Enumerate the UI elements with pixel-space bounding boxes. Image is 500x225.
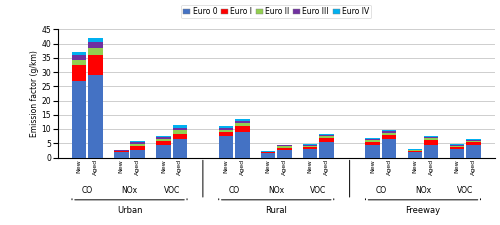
Bar xyxy=(466,140,480,141)
Bar xyxy=(303,146,318,147)
Bar xyxy=(72,52,86,56)
Bar xyxy=(450,146,464,147)
Bar xyxy=(156,137,170,139)
Bar xyxy=(114,150,128,151)
Bar xyxy=(277,146,291,148)
Text: NOx: NOx xyxy=(122,186,138,195)
Bar xyxy=(156,136,170,137)
Bar xyxy=(172,139,187,158)
Bar xyxy=(466,141,480,142)
Bar xyxy=(382,139,396,158)
Bar xyxy=(408,151,422,152)
Bar xyxy=(366,142,380,145)
Bar xyxy=(466,142,480,145)
Bar xyxy=(235,123,250,126)
Bar xyxy=(261,151,276,152)
Bar xyxy=(277,148,291,150)
Bar xyxy=(424,138,438,140)
Bar xyxy=(235,132,250,158)
Bar xyxy=(172,130,187,134)
Bar xyxy=(172,125,187,128)
Text: NOx: NOx xyxy=(415,186,431,195)
Text: VOC: VOC xyxy=(164,186,180,195)
Bar xyxy=(261,152,276,153)
Bar xyxy=(261,153,276,158)
Bar xyxy=(366,140,380,142)
Text: NOx: NOx xyxy=(268,186,284,195)
Bar xyxy=(424,136,438,137)
Bar xyxy=(172,128,187,130)
Bar xyxy=(320,138,334,142)
Bar xyxy=(235,119,250,121)
Bar xyxy=(303,149,318,158)
Text: CO: CO xyxy=(376,186,386,195)
Bar xyxy=(130,144,145,146)
Bar xyxy=(72,60,86,65)
Bar xyxy=(382,135,396,139)
Bar xyxy=(235,121,250,123)
Bar xyxy=(466,145,480,158)
Bar xyxy=(303,144,318,145)
Bar xyxy=(218,128,233,130)
Bar xyxy=(72,65,86,81)
Bar xyxy=(72,81,86,158)
Bar xyxy=(466,139,480,140)
Y-axis label: Emission factor (g/km): Emission factor (g/km) xyxy=(30,50,38,137)
Bar xyxy=(366,145,380,158)
Bar xyxy=(218,132,233,136)
Bar xyxy=(320,135,334,136)
Text: Rural: Rural xyxy=(266,206,287,215)
Bar xyxy=(88,75,103,158)
Bar xyxy=(88,48,103,55)
Bar xyxy=(320,142,334,158)
Bar xyxy=(156,139,170,141)
Bar xyxy=(88,55,103,75)
Bar xyxy=(156,145,170,158)
Text: CO: CO xyxy=(82,186,93,195)
Bar xyxy=(424,140,438,145)
Text: Urban: Urban xyxy=(117,206,142,215)
Bar xyxy=(408,149,422,150)
Bar xyxy=(366,139,380,140)
Bar xyxy=(450,147,464,149)
Text: Freeway: Freeway xyxy=(406,206,440,215)
Bar xyxy=(130,150,145,158)
Bar xyxy=(130,141,145,142)
Bar xyxy=(408,150,422,151)
Bar xyxy=(450,149,464,158)
Bar xyxy=(382,131,396,133)
Bar xyxy=(277,145,291,146)
Bar xyxy=(382,133,396,135)
Bar xyxy=(303,147,318,149)
Bar xyxy=(303,145,318,146)
Bar xyxy=(88,38,103,42)
Bar xyxy=(320,134,334,135)
Bar xyxy=(320,136,334,138)
Bar xyxy=(72,56,86,60)
Bar xyxy=(408,152,422,157)
Bar xyxy=(114,151,128,152)
Bar xyxy=(88,42,103,48)
Bar xyxy=(382,130,396,131)
Bar xyxy=(235,126,250,132)
Bar xyxy=(130,142,145,144)
Bar xyxy=(218,136,233,158)
Bar xyxy=(156,141,170,145)
Text: VOC: VOC xyxy=(310,186,326,195)
Text: CO: CO xyxy=(228,186,239,195)
Bar xyxy=(218,130,233,132)
Text: VOC: VOC xyxy=(457,186,473,195)
Bar xyxy=(424,145,438,158)
Bar xyxy=(277,150,291,158)
Bar xyxy=(172,134,187,139)
Bar xyxy=(450,144,464,145)
Bar xyxy=(130,146,145,150)
Legend: Euro 0, Euro I, Euro II, Euro III, Euro IV: Euro 0, Euro I, Euro II, Euro III, Euro … xyxy=(181,5,372,18)
Bar xyxy=(450,145,464,146)
Bar xyxy=(218,126,233,128)
Bar xyxy=(424,137,438,138)
Bar xyxy=(366,138,380,139)
Bar xyxy=(114,152,128,157)
